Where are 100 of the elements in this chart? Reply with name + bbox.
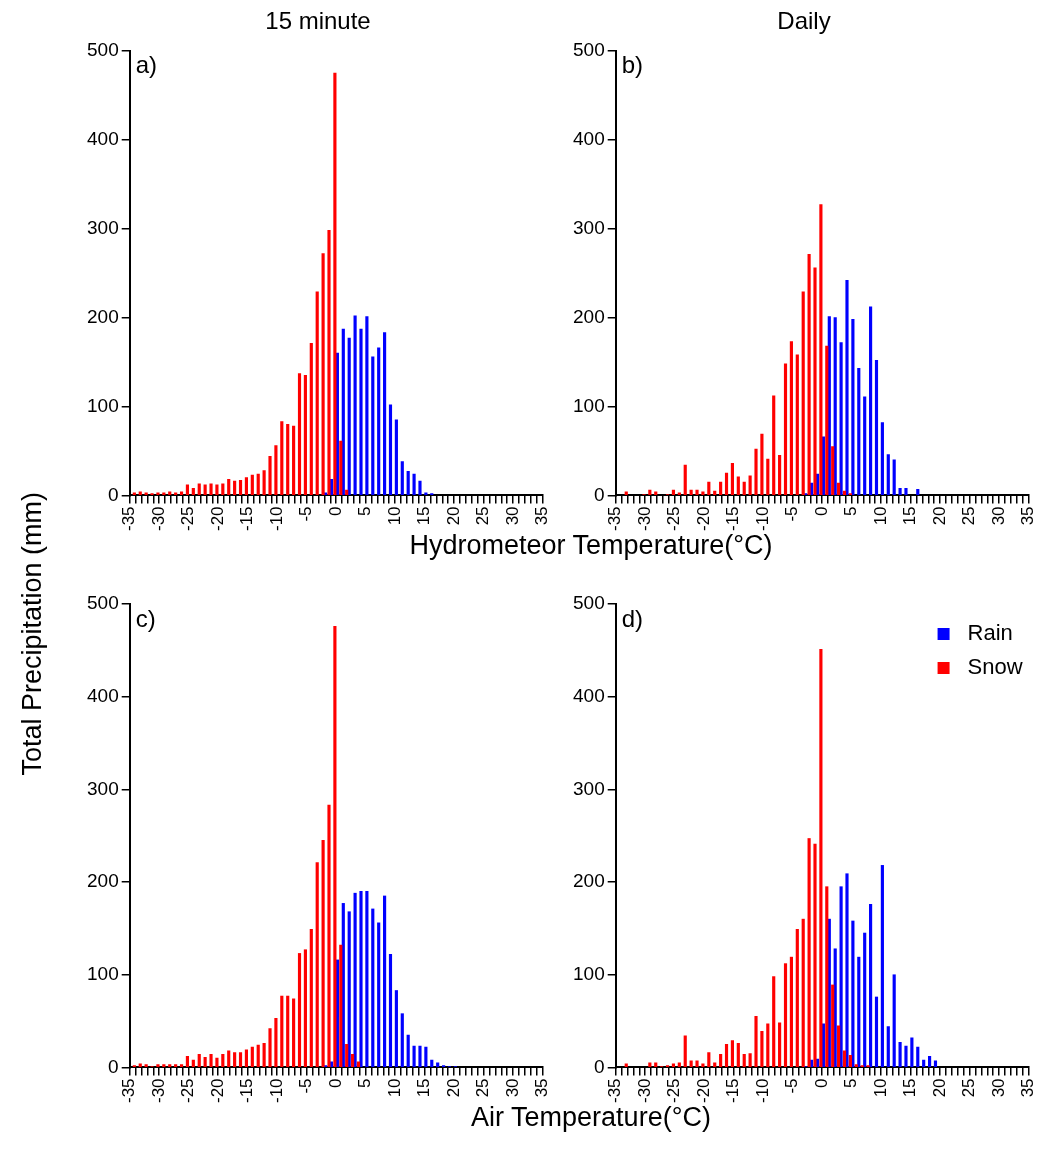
x-tick-label: 15 [414,1078,434,1098]
x-tick-label: -5 [782,506,802,522]
chart-title: Daily [777,7,831,35]
bar [701,491,705,496]
x-tick-label: -25 [178,1078,198,1104]
bar [156,492,160,496]
bar [624,1063,628,1068]
bar [837,482,841,496]
bar [880,865,884,1068]
x-tick-label: -20 [693,506,713,532]
bar [801,291,805,496]
y-tick-label: 400 [87,127,119,149]
x-tick-label: 10 [384,1078,404,1098]
bar [394,990,398,1068]
bar [268,1028,272,1068]
annotation: b) [621,51,644,79]
bar [233,1052,237,1068]
bar [874,359,879,496]
bar [778,1022,782,1068]
bar [754,1016,758,1068]
bar [203,484,207,496]
x-tick-label: 25 [473,506,493,526]
bar [436,1062,440,1068]
annotation: a) [135,51,158,79]
bar [783,363,788,496]
bar [400,1013,404,1068]
y-tick-label: 400 [573,127,605,149]
x-tick-label: -35 [119,1078,139,1104]
x-tick-label: -30 [634,506,654,532]
bar [916,1046,920,1068]
x-tick-label: -35 [119,506,139,532]
bar [191,1059,195,1068]
y-tick-label: 500 [573,39,605,61]
bar [933,1060,938,1068]
y-tick-label: 200 [87,870,119,892]
bar [683,1035,687,1068]
x-tick-label: -10 [266,1078,286,1104]
bar [209,483,213,496]
bar [371,908,375,1068]
bar [321,253,325,496]
bar [339,944,343,1068]
bar [412,1045,416,1068]
bar [827,918,831,1068]
bar [215,484,219,496]
bar [701,1063,705,1068]
x-tick-label: -20 [207,506,227,532]
bar [377,922,381,1068]
bar [185,1055,190,1068]
bar [922,1059,926,1068]
bar [315,862,319,1068]
bar [341,328,345,496]
bar [760,1030,764,1068]
bar [233,480,237,496]
bar [132,492,136,496]
bar [748,1053,752,1068]
bar [736,1043,740,1068]
bar [825,886,829,1068]
bar [430,1059,434,1068]
bar [695,489,699,496]
bar [191,487,195,496]
bar [156,1064,160,1068]
bar [238,479,243,496]
x-tick-label: -25 [664,1078,684,1104]
bar [837,1025,841,1068]
bar [886,1026,890,1068]
bar [174,1064,178,1068]
x-tick-label: 20 [443,506,463,526]
y-axis-title: Total Precipitation (mm) [16,490,48,776]
x-tick-label: 10 [384,506,404,526]
bar [292,998,296,1068]
x-tick-label: -15 [723,506,743,532]
bar [898,487,902,496]
bar [854,1064,858,1068]
bar [813,267,817,496]
x-tick-label: -30 [148,1078,168,1104]
bar [138,1063,142,1068]
bar [144,492,148,496]
bar [418,1045,422,1068]
bar [886,454,890,496]
bar [250,474,254,496]
x-tick-label: -5 [782,1078,802,1094]
x-tick-label: 15 [900,1078,920,1098]
bar [365,891,369,1068]
bar [839,886,843,1068]
bar [203,1056,207,1068]
y-tick-label: 100 [573,394,605,416]
x-tick-label: 0 [811,506,831,516]
bar [321,840,325,1068]
bar [766,458,770,496]
bar [197,483,201,496]
bar [424,492,428,496]
x-tick-label: 35 [1018,506,1038,526]
bar [851,319,855,496]
bar [238,1052,243,1068]
x-tick-label: 35 [532,1078,552,1098]
bar [916,488,920,496]
x-tick-label: -20 [207,1078,227,1104]
bar [654,1062,658,1068]
bar [256,1044,260,1068]
bar [365,316,369,496]
